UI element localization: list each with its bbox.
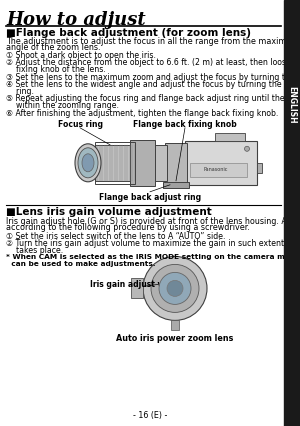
Bar [284,0,300,426]
Circle shape [244,146,250,151]
Text: * When CAM is selected as the IRIS MODE setting on the camera menu, IRIS gain on: * When CAM is selected as the IRIS MODE … [6,254,300,260]
Text: according to the following procedure by using a screwdriver.: according to the following procedure by … [6,223,250,232]
Ellipse shape [82,154,94,172]
Bar [165,143,187,183]
Text: Iris gain adjust volume: Iris gain adjust volume [90,280,189,289]
Text: Focus ring: Focus ring [58,120,103,129]
Text: Panasonic: Panasonic [204,167,228,172]
Text: ⑤ Repeat adjusting the focus ring and flange back adjust ring until the focus is: ⑤ Repeat adjusting the focus ring and fl… [6,94,300,103]
Text: ■Flange back adjustment (for zoom lens): ■Flange back adjustment (for zoom lens) [6,28,251,38]
Circle shape [151,265,199,312]
Text: Flange back adjust ring: Flange back adjust ring [99,193,201,202]
Bar [257,163,262,173]
Text: ENGLISH: ENGLISH [287,86,296,124]
Ellipse shape [75,144,101,182]
Bar [185,141,257,185]
Bar [190,163,247,177]
Text: The adjustment is to adjust the focus in all the range from the maximum zoom to : The adjustment is to adjust the focus in… [6,37,300,46]
Text: ② Turn the iris gain adjust volume to maximize the gain in such extent that no h: ② Turn the iris gain adjust volume to ma… [6,239,300,248]
Bar [95,142,135,184]
Text: ring.: ring. [6,87,34,96]
Bar [163,182,189,188]
Text: Flange back fixing knob: Flange back fixing knob [133,120,237,129]
Text: ① Shoot a dark object to open the iris.: ① Shoot a dark object to open the iris. [6,51,156,60]
Text: ② Adjust the distance from the object to 6.6 ft. (2 m) at least, then loosen the: ② Adjust the distance from the object to… [6,58,300,67]
Text: How to adjust: How to adjust [6,11,146,29]
Text: ■Lens iris gain volume adjustment: ■Lens iris gain volume adjustment [6,207,212,217]
Ellipse shape [78,148,98,178]
Text: ④ Set the lens to the widest angle and adjust the focus by turning the flange ba: ④ Set the lens to the widest angle and a… [6,80,300,89]
Text: ⑥ After finishing the adjustment, tighten the flange back fixing knob.: ⑥ After finishing the adjustment, tighte… [6,109,278,118]
Circle shape [167,280,183,296]
Text: Iris gain adjust hole (G or S) is provided at front of the lens housing. Adjust : Iris gain adjust hole (G or S) is provid… [6,217,300,226]
Bar [171,320,179,331]
Text: ① Set the iris select switch of the lens to A “AUTO” side.: ① Set the iris select switch of the lens… [6,232,226,241]
Text: can be used to make adjustments.: can be used to make adjustments. [6,262,156,268]
Text: within the zooming range.: within the zooming range. [6,101,119,110]
Bar [215,133,245,141]
Text: ③ Set the lens to the maximum zoom and adjust the focus by turning the focus rin: ③ Set the lens to the maximum zoom and a… [6,72,300,82]
Text: angle of the zoom lens.: angle of the zoom lens. [6,43,100,52]
Bar [95,145,167,181]
Bar [130,140,155,186]
Text: takes place.: takes place. [6,246,63,255]
Text: fixing knob of the lens.: fixing knob of the lens. [6,66,106,75]
Circle shape [143,256,207,320]
Text: - 16 (E) -: - 16 (E) - [133,411,167,420]
Text: Auto iris power zoom lens: Auto iris power zoom lens [116,334,234,343]
Circle shape [159,272,191,305]
Bar [131,279,143,298]
